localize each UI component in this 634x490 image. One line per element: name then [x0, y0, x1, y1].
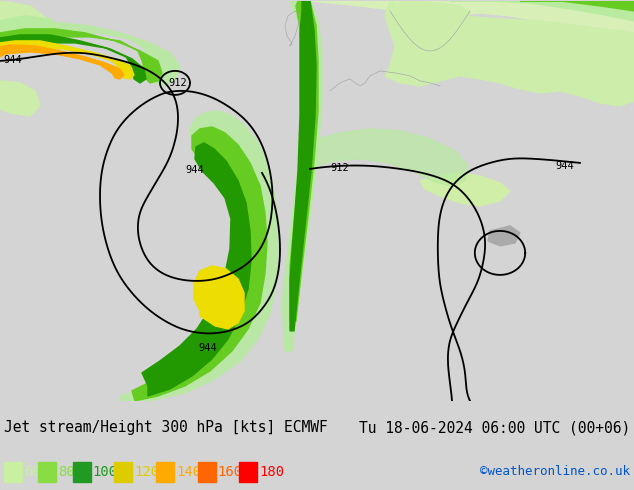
Polygon shape	[120, 111, 278, 401]
Polygon shape	[450, 1, 634, 21]
Polygon shape	[0, 35, 146, 83]
Bar	[198, 462, 216, 482]
Polygon shape	[0, 16, 60, 31]
Polygon shape	[194, 266, 244, 329]
Polygon shape	[142, 143, 251, 396]
Polygon shape	[0, 41, 134, 79]
Bar	[239, 462, 257, 482]
Bar	[156, 462, 174, 482]
Polygon shape	[580, 1, 634, 11]
Text: 944: 944	[3, 55, 22, 65]
Bar	[39, 462, 56, 482]
Polygon shape	[0, 45, 124, 79]
Polygon shape	[0, 81, 40, 116]
Polygon shape	[290, 1, 316, 331]
Text: 60: 60	[24, 465, 41, 479]
Polygon shape	[0, 1, 50, 51]
Text: ©weatheronline.co.uk: ©weatheronline.co.uk	[480, 466, 630, 478]
Polygon shape	[385, 1, 634, 106]
Text: Tu 18-06-2024 06:00 UTC (00+06): Tu 18-06-2024 06:00 UTC (00+06)	[359, 420, 630, 435]
Polygon shape	[310, 1, 634, 33]
Text: 180: 180	[259, 465, 284, 479]
Polygon shape	[300, 129, 468, 186]
Polygon shape	[420, 173, 510, 206]
Bar	[73, 462, 91, 482]
Text: 140: 140	[176, 465, 201, 479]
Text: 912: 912	[168, 78, 187, 88]
Polygon shape	[282, 1, 322, 351]
Polygon shape	[488, 226, 520, 246]
Polygon shape	[0, 23, 180, 86]
Text: 80: 80	[58, 465, 75, 479]
Text: 944: 944	[555, 161, 574, 171]
Text: 100: 100	[93, 465, 118, 479]
Bar	[4, 462, 22, 482]
Text: 120: 120	[134, 465, 160, 479]
Polygon shape	[290, 1, 318, 321]
Polygon shape	[132, 127, 267, 401]
Text: Jet stream/Height 300 hPa [kts] ECMWF: Jet stream/Height 300 hPa [kts] ECMWF	[4, 420, 328, 435]
Text: 160: 160	[217, 465, 243, 479]
Bar	[114, 462, 133, 482]
Text: 912: 912	[330, 163, 349, 173]
Polygon shape	[0, 29, 162, 83]
Text: 944: 944	[185, 165, 204, 175]
Polygon shape	[520, 1, 634, 11]
Polygon shape	[398, 1, 470, 41]
Text: 944: 944	[198, 343, 217, 353]
